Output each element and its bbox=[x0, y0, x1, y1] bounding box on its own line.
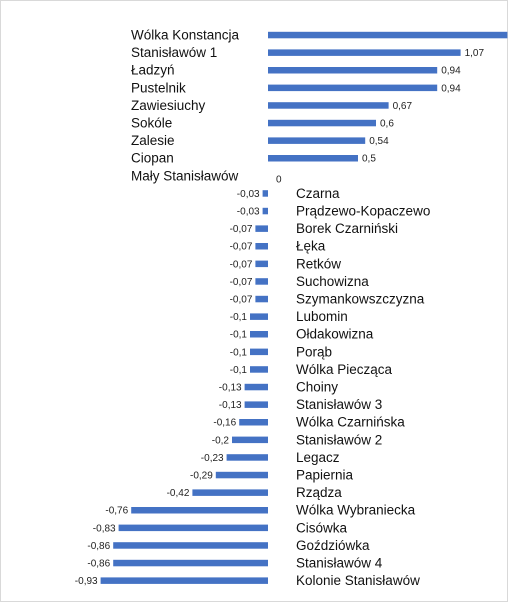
value-label: -0,2 bbox=[212, 435, 230, 446]
value-label: -0,83 bbox=[93, 523, 116, 534]
category-label: Wólka Wybraniecka bbox=[296, 503, 416, 518]
value-label: 0 bbox=[276, 174, 282, 185]
bar bbox=[268, 120, 376, 127]
value-label: -0,23 bbox=[201, 453, 224, 464]
bar bbox=[227, 454, 268, 461]
bar bbox=[250, 331, 268, 338]
value-label: -0,07 bbox=[230, 295, 253, 306]
bar bbox=[255, 225, 268, 232]
bar bbox=[263, 190, 268, 197]
category-label: Stanisławów 3 bbox=[296, 397, 382, 412]
value-label: -0,1 bbox=[230, 312, 248, 323]
bar bbox=[216, 472, 268, 479]
category-label: Ciopan bbox=[131, 151, 174, 166]
category-label: Stanisławów 2 bbox=[296, 432, 382, 447]
value-label: -0,1 bbox=[230, 365, 248, 376]
value-label: 0,94 bbox=[441, 83, 461, 94]
bar bbox=[255, 261, 268, 268]
bar bbox=[250, 366, 268, 373]
bar bbox=[263, 208, 268, 215]
bar bbox=[268, 155, 358, 162]
bar bbox=[255, 296, 268, 303]
category-label: Lubomin bbox=[296, 309, 348, 324]
bar bbox=[268, 32, 507, 39]
bar bbox=[101, 577, 268, 584]
value-label: -0,1 bbox=[230, 330, 248, 341]
value-label: -0,07 bbox=[230, 224, 253, 235]
value-label: -0,07 bbox=[230, 242, 253, 253]
value-label: -0,03 bbox=[237, 207, 260, 218]
value-label: -0,86 bbox=[87, 559, 110, 570]
bar bbox=[245, 401, 268, 408]
category-label: Stanisławów 4 bbox=[296, 556, 383, 571]
value-label: -0,93 bbox=[75, 576, 98, 587]
category-label: Ołdakowizna bbox=[296, 327, 374, 342]
value-label: -0,13 bbox=[219, 400, 242, 411]
category-label: Choiny bbox=[296, 380, 338, 395]
bar bbox=[255, 278, 268, 285]
category-label: Zawiesiuchy bbox=[131, 98, 206, 113]
category-label: Borek Czarniński bbox=[296, 221, 398, 236]
value-label: -0,42 bbox=[167, 488, 190, 499]
value-label: 0,54 bbox=[369, 136, 389, 147]
value-label: -0,1 bbox=[230, 347, 248, 358]
category-label: Mały Stanisławów bbox=[131, 168, 239, 183]
category-label: Pustelnik bbox=[131, 80, 186, 95]
value-label: 0,5 bbox=[362, 154, 376, 165]
category-label: Porąb bbox=[296, 344, 332, 359]
bar bbox=[239, 419, 268, 426]
bar bbox=[250, 349, 268, 356]
category-label: Rządza bbox=[296, 485, 342, 500]
category-label: Wólka Czarnińska bbox=[296, 415, 405, 430]
value-label: 0,94 bbox=[441, 66, 461, 77]
category-labels-group: Wólka Konstancja Stanisławów 1 Ładzyń Puste… bbox=[131, 28, 430, 589]
value-label: 1,07 bbox=[465, 48, 485, 59]
value-labels-group: 1,331,070,940,940,670,60,540,50-0,03-0,0… bbox=[75, 31, 508, 588]
bar bbox=[113, 542, 268, 549]
value-label: 0,6 bbox=[380, 119, 394, 130]
value-label: -0,03 bbox=[237, 189, 260, 200]
category-label: Retków bbox=[296, 256, 341, 271]
category-label: Stanisławów 1 bbox=[131, 45, 217, 60]
category-label: Zalesie bbox=[131, 133, 175, 148]
bar bbox=[245, 384, 268, 391]
bar bbox=[268, 85, 437, 92]
bar bbox=[131, 507, 268, 514]
value-label: -0,16 bbox=[213, 418, 236, 429]
category-label: Wólka Piecząca bbox=[296, 362, 393, 377]
category-label: Cisówka bbox=[296, 520, 348, 535]
category-label: Ładzyń bbox=[131, 63, 175, 78]
category-label: Czarna bbox=[296, 186, 340, 201]
bar bbox=[255, 243, 268, 250]
bar bbox=[268, 67, 437, 74]
bar bbox=[268, 137, 365, 144]
category-label: Sokóle bbox=[131, 116, 172, 131]
value-label: -0,13 bbox=[219, 383, 242, 394]
bar bbox=[119, 525, 268, 532]
bar bbox=[250, 313, 268, 320]
value-label: -0,07 bbox=[230, 277, 253, 288]
category-label: Prądzewo-Kopaczewo bbox=[296, 204, 430, 219]
bar bbox=[113, 560, 268, 567]
bar bbox=[192, 489, 268, 496]
category-label: Łęka bbox=[296, 239, 326, 254]
category-label: Kolonie Stanisławów bbox=[296, 573, 420, 588]
value-label: -0,29 bbox=[190, 471, 213, 482]
category-label: Suchowizna bbox=[296, 274, 369, 289]
bar bbox=[268, 49, 461, 56]
bar bbox=[268, 102, 389, 109]
category-label: Szymankowszczyzna bbox=[296, 292, 425, 307]
value-label: 0,67 bbox=[393, 101, 413, 112]
value-label: -0,07 bbox=[230, 259, 253, 270]
category-label: Legacz bbox=[296, 450, 340, 465]
bar bbox=[232, 437, 268, 444]
category-label: Papiernia bbox=[296, 468, 354, 483]
value-label: -0,76 bbox=[105, 506, 128, 517]
value-label: -0,86 bbox=[87, 541, 110, 552]
category-label: Goździówka bbox=[296, 538, 370, 553]
category-label: Wólka Konstancja bbox=[131, 28, 240, 43]
